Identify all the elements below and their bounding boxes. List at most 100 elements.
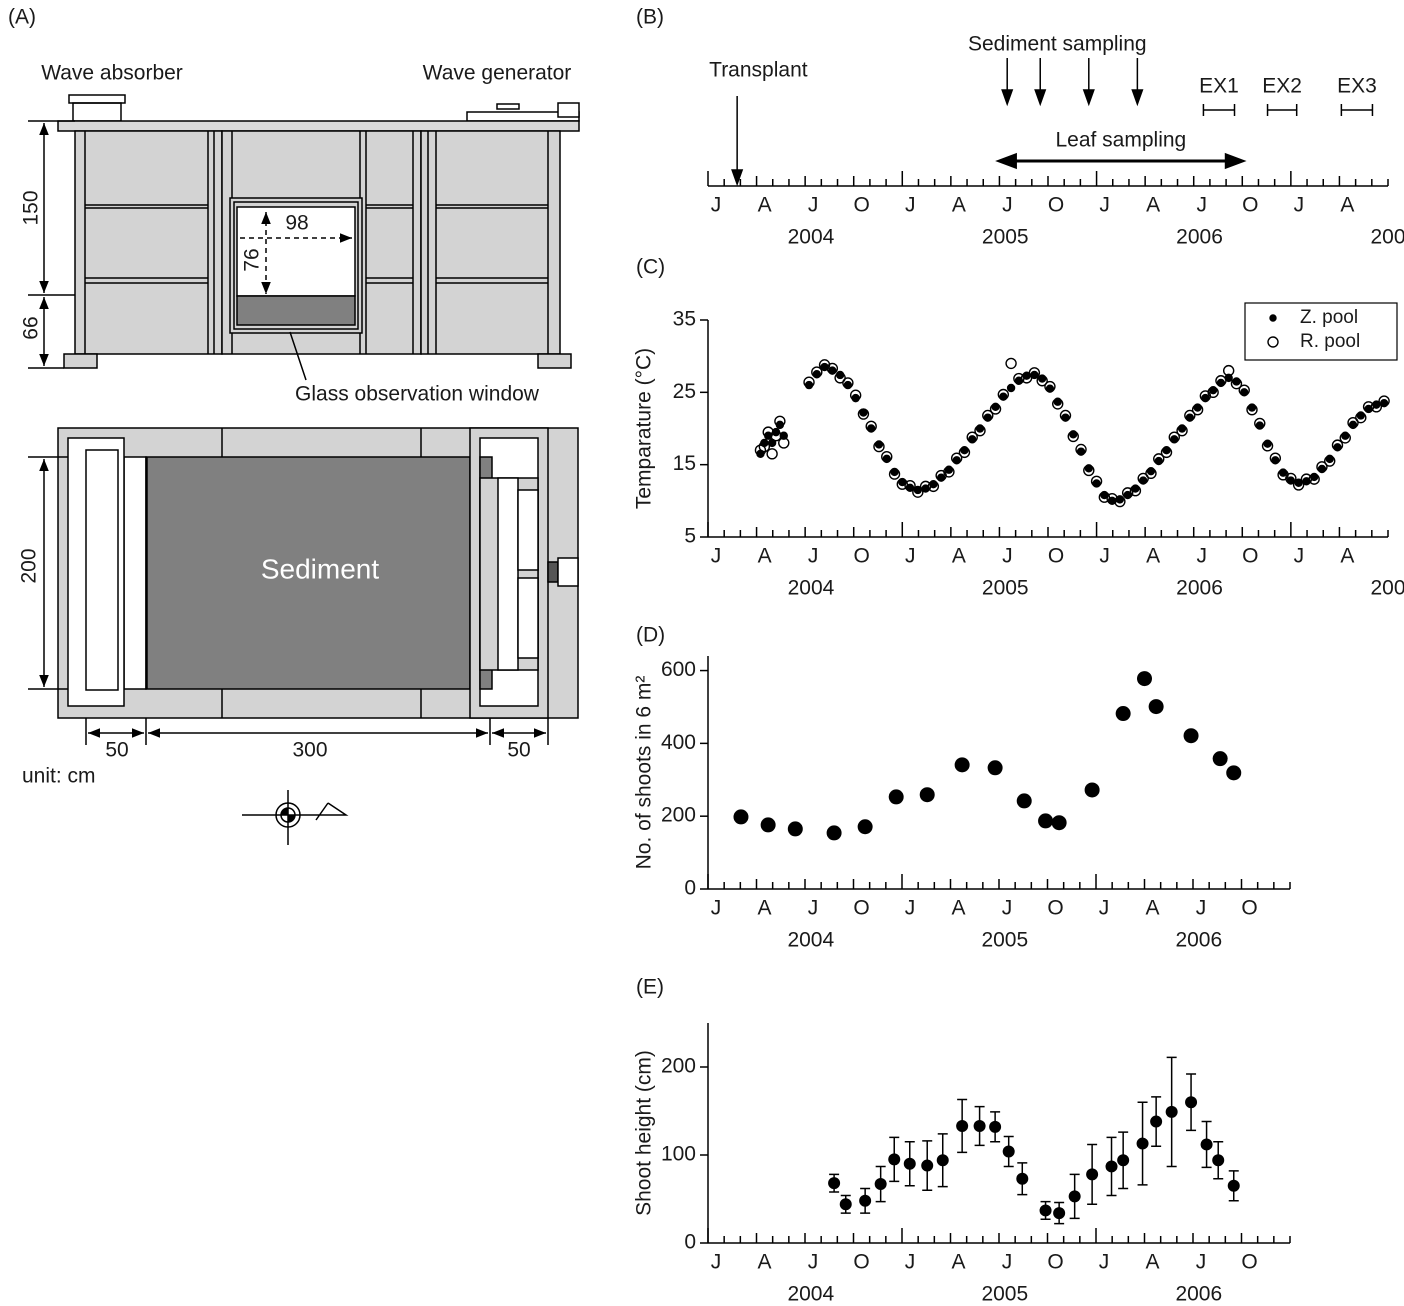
- data-point: [898, 477, 907, 487]
- data-point: [919, 787, 935, 803]
- data-point: [954, 757, 970, 773]
- tank-section: [74, 130, 223, 355]
- x-tick-label: J: [1196, 1251, 1207, 1274]
- year-label: 2007: [1370, 226, 1404, 249]
- data-point: [1115, 706, 1131, 722]
- data-point: [775, 420, 785, 430]
- x-tick-label: A: [758, 194, 772, 217]
- data-point: [760, 438, 769, 448]
- x-tick-label: J: [711, 545, 722, 568]
- data-point: [1005, 357, 1017, 370]
- label: Wave generator: [423, 62, 572, 85]
- x-tick-label: A: [1340, 194, 1354, 217]
- data-point: [1271, 456, 1280, 465]
- x-tick-label: O: [1241, 897, 1257, 920]
- x-tick-label: O: [1242, 194, 1258, 217]
- data-point: [952, 456, 961, 465]
- data-point: [851, 393, 860, 403]
- experiment-span: [1266, 104, 1298, 116]
- data-point: [1131, 484, 1140, 493]
- data-point: [1146, 466, 1156, 476]
- y-axis-title: Shoot height (cm): [633, 1050, 656, 1216]
- data-point: [960, 446, 969, 455]
- data-point: [888, 1153, 901, 1166]
- dimension-label: 66: [20, 316, 43, 339]
- data-point: [1162, 446, 1171, 455]
- legend-marker: [1269, 314, 1277, 322]
- data-point: [1061, 413, 1070, 422]
- data-point: [913, 485, 923, 495]
- data-point: [1076, 447, 1086, 456]
- data-point: [857, 819, 873, 835]
- data-point: [921, 484, 930, 493]
- data-point: [1325, 454, 1334, 464]
- data-point: [1117, 1154, 1130, 1167]
- y-tick-label: 400: [661, 731, 696, 754]
- data-point: [1105, 1160, 1118, 1173]
- data-point: [839, 1198, 852, 1211]
- data-point: [733, 809, 749, 825]
- data-point: [1006, 383, 1016, 393]
- data-point: [1333, 443, 1342, 452]
- data-point: [1170, 435, 1179, 444]
- compass-fill: [281, 808, 295, 822]
- data-point: [987, 760, 1003, 776]
- x-tick-label: J: [1002, 1251, 1013, 1274]
- y-tick-label: 35: [673, 308, 696, 331]
- window-sediment: [236, 295, 356, 326]
- data-point: [1286, 476, 1296, 485]
- data-point: [804, 380, 814, 390]
- data-point: [766, 448, 778, 460]
- y-axis-title: No. of shoots in 6 m²: [633, 676, 656, 870]
- y-tick-label: 0: [684, 877, 696, 900]
- dimension-label: 76: [241, 248, 264, 271]
- x-tick-label: J: [1099, 897, 1110, 920]
- dimension-label: 98: [285, 212, 308, 235]
- x-tick-label: J: [1196, 897, 1207, 920]
- data-point: [975, 424, 985, 433]
- y-tick-label: 200: [661, 1055, 696, 1078]
- motor: [557, 557, 579, 587]
- year-label: 2006: [1175, 929, 1222, 952]
- legend-marker: [1267, 336, 1279, 348]
- data-point: [1053, 397, 1062, 406]
- data-point: [1240, 388, 1249, 397]
- data-point: [874, 1178, 887, 1191]
- cross-bars: [85, 204, 548, 284]
- data-point: [1123, 490, 1132, 500]
- x-tick-label: O: [1047, 897, 1063, 920]
- dimension-label: 50: [507, 739, 530, 762]
- data-point: [1084, 782, 1100, 798]
- data-point: [867, 424, 876, 433]
- panel-label: (C): [636, 256, 665, 279]
- data-point: [944, 465, 954, 474]
- data-point: [1138, 476, 1148, 485]
- data-point: [973, 1119, 986, 1132]
- year-label: 2004: [787, 929, 834, 952]
- x-tick-label: J: [711, 1251, 722, 1274]
- x-tick-label: O: [1047, 1251, 1063, 1274]
- data-point: [1016, 793, 1032, 809]
- legend-box: [1244, 302, 1398, 361]
- data-point: [1212, 1154, 1225, 1167]
- data-point: [767, 438, 777, 448]
- connector: [547, 561, 559, 583]
- year-label: 2006: [1176, 577, 1223, 600]
- data-point: [1150, 1115, 1163, 1128]
- generator-part: [517, 577, 539, 659]
- y-tick-label: 600: [661, 658, 696, 681]
- data-point: [1302, 477, 1311, 486]
- panel-label: (A): [8, 6, 36, 29]
- data-point: [1193, 403, 1202, 412]
- data-point: [1317, 464, 1327, 474]
- experiment-span: [1340, 104, 1374, 116]
- x-tick-label: A: [1340, 545, 1354, 568]
- data-point: [1226, 765, 1242, 781]
- data-point: [905, 483, 915, 493]
- data-point: [1224, 373, 1233, 383]
- data-point: [820, 362, 829, 372]
- generator-part: [517, 489, 539, 571]
- dimension-label: 300: [292, 739, 327, 762]
- y-tick-label: 100: [661, 1143, 696, 1166]
